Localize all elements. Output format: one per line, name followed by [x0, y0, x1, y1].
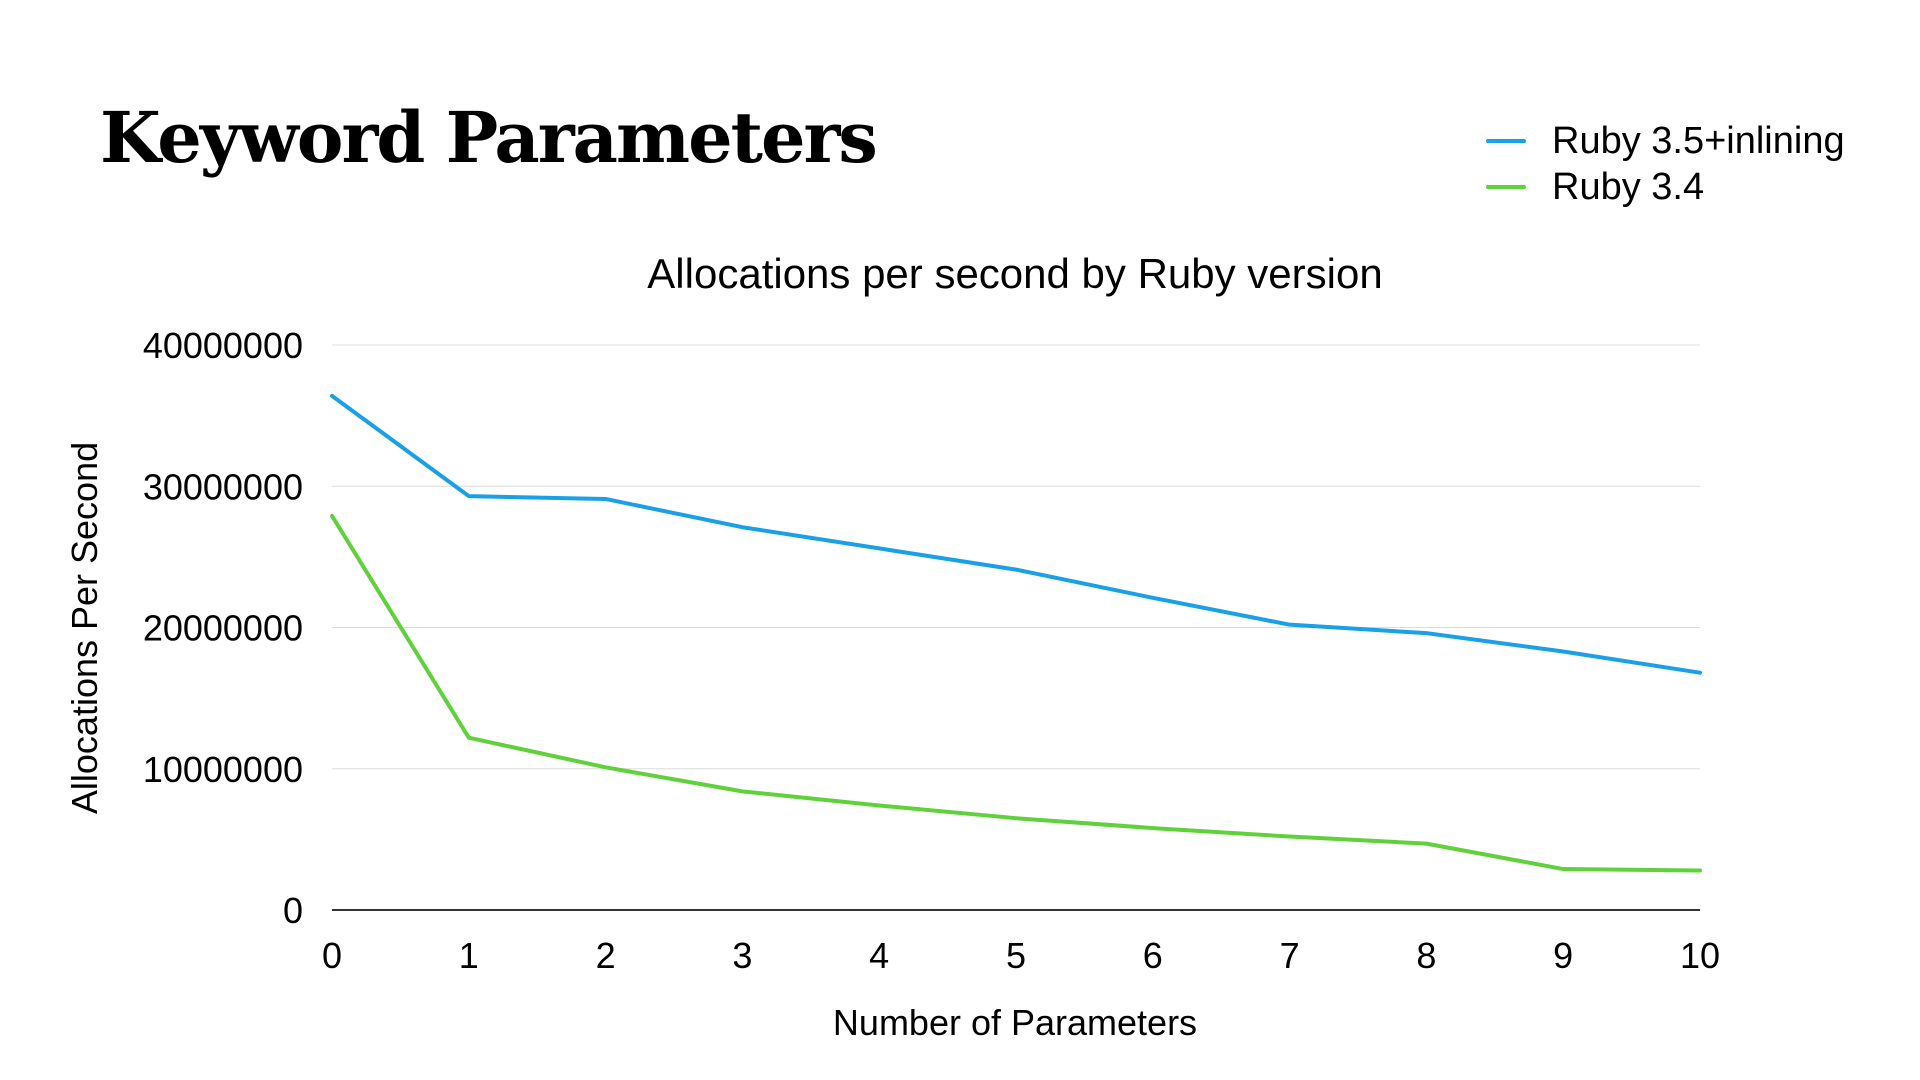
y-tick-label: 40000000 [143, 325, 303, 366]
x-tick-label: 5 [1006, 935, 1026, 976]
legend-label: Ruby 3.4 [1552, 165, 1705, 208]
series-line-1 [330, 513, 1702, 873]
x-tick-label: 8 [1416, 935, 1436, 976]
series-lines [330, 393, 1702, 873]
y-tick-label: 20000000 [143, 608, 303, 649]
y-tick-label: 0 [283, 890, 303, 931]
x-axis-label: Number of Parameters [833, 1002, 1197, 1043]
legend-label: Ruby 3.5+inlining [1552, 119, 1845, 162]
x-tick-label: 6 [1143, 935, 1163, 976]
grid-lines [332, 344, 1700, 911]
legend-swatch [1486, 185, 1526, 189]
axis-ticks: 0 10000000 20000000 30000000 40000000 0 1 2 3 4 5 6… [143, 325, 1720, 976]
x-tick-label: 3 [732, 935, 752, 976]
series-line-0 [330, 393, 1702, 675]
x-tick-label: 4 [869, 935, 889, 976]
x-tick-label: 10 [1680, 935, 1720, 976]
x-tick-label: 0 [322, 935, 342, 976]
y-tick-label: 30000000 [143, 466, 303, 507]
chart-legend: Ruby 3.5+inlining Ruby 3.4 [1486, 118, 1845, 210]
x-tick-label: 2 [596, 935, 616, 976]
legend-item-ruby-3-5-inlining: Ruby 3.5+inlining [1486, 118, 1845, 164]
y-axis-label: Allocations Per Second [64, 442, 105, 814]
chart-title: Allocations per second by Ruby version [647, 250, 1382, 297]
x-tick-label: 1 [459, 935, 479, 976]
x-tick-label: 7 [1280, 935, 1300, 976]
legend-item-ruby-3-4: Ruby 3.4 [1486, 164, 1845, 210]
y-tick-label: 10000000 [143, 749, 303, 790]
legend-swatch [1486, 139, 1526, 143]
slide-title: Keyword Parameters [100, 96, 878, 179]
x-tick-label: 9 [1553, 935, 1573, 976]
